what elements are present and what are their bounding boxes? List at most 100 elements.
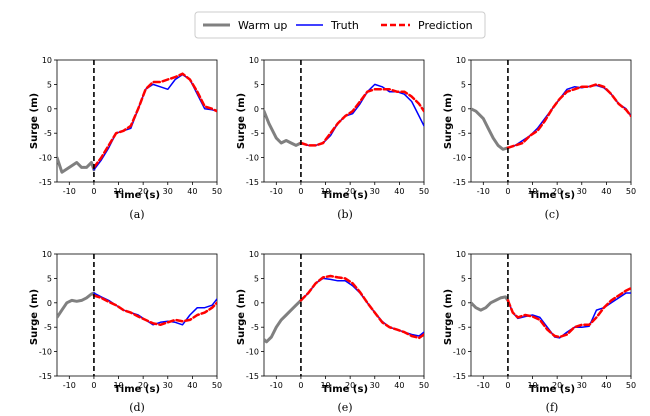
panel-e-warmup-line bbox=[264, 298, 303, 344]
panel-c-warmup-line bbox=[471, 107, 510, 151]
panel-c-prediction-line bbox=[506, 83, 631, 150]
panel-a-prediction-line bbox=[92, 72, 217, 169]
panel-d-prediction-line bbox=[92, 294, 217, 327]
panel-a-xtick-label: -10 bbox=[63, 187, 76, 196]
panel-b-ytick-label: -15 bbox=[246, 178, 259, 187]
panel-d-xtick-label: 50 bbox=[212, 381, 222, 390]
panel-e-ytick-label: -15 bbox=[246, 372, 259, 381]
panel-f-xtick-label: -10 bbox=[477, 381, 490, 390]
panel-d-xtick-label: 10 bbox=[113, 381, 123, 390]
panel-a: (a) Time (s) Surge (m) -10 0 10 20 30 40 50-15… bbox=[29, 56, 222, 221]
panel-e-xtick-label: 10 bbox=[320, 381, 330, 390]
panel-a-plot-frame bbox=[56, 59, 218, 183]
panel-e-xlabel: Time (s) bbox=[322, 384, 368, 395]
panel-f-xlabel: Time (s) bbox=[529, 384, 575, 395]
panel-c-xtick-label: 0 bbox=[505, 187, 510, 196]
panel-d-ytick-label: 0 bbox=[47, 299, 52, 308]
panel-f-warmup-line bbox=[471, 295, 510, 312]
panel-c-ytick-label: -10 bbox=[453, 154, 466, 163]
panel-b-xlabel: Time (s) bbox=[322, 190, 368, 201]
panel-c-ytick-label: -15 bbox=[453, 178, 466, 187]
panel-b-xtick-label: 20 bbox=[345, 187, 355, 196]
panel-b-xtick-label: 0 bbox=[298, 187, 303, 196]
panel-f-ytick-label: -15 bbox=[453, 372, 466, 381]
panel-d: (d) Time (s) Surge (m) -10 0 10 20 30 40 50-15… bbox=[29, 250, 222, 414]
panel-b-ytick-label: 0 bbox=[254, 105, 259, 114]
panel-a-xlabel: Time (s) bbox=[114, 190, 160, 201]
panel-b-xtick-label: 50 bbox=[419, 187, 429, 196]
panel-a-warmup-line bbox=[57, 156, 96, 174]
panel-b-ytick-label: 10 bbox=[249, 56, 259, 65]
panel-e-plot-frame bbox=[263, 253, 425, 377]
panel-d-ytick-label: 5 bbox=[47, 274, 52, 283]
panel-a-xtick-label: 10 bbox=[113, 187, 123, 196]
panel-e-xtick-label: 40 bbox=[394, 381, 404, 390]
panel-f-ytick-label: 5 bbox=[461, 274, 466, 283]
panel-d-xtick-label: -10 bbox=[63, 381, 76, 390]
panel-b-xtick-label: 40 bbox=[394, 187, 404, 196]
panel-e-ytick-label: -10 bbox=[246, 348, 259, 357]
panel-d-xtick-label: 30 bbox=[163, 381, 173, 390]
panel-f-xtick-label: 30 bbox=[577, 381, 587, 390]
panel-a-ytick-label: -10 bbox=[39, 154, 52, 163]
panel-b-xtick-label: 30 bbox=[370, 187, 380, 196]
panel-c-ytick-label: 10 bbox=[456, 56, 466, 65]
panel-d-truth-line bbox=[93, 292, 217, 326]
panel-f-ytick-label: -5 bbox=[458, 323, 466, 332]
panel-e-xtick-label: 0 bbox=[298, 381, 303, 390]
panel-b-prediction-line bbox=[299, 88, 424, 147]
legend: Warm up Truth Prediction bbox=[194, 11, 486, 39]
panel-e-ytick-label: 5 bbox=[254, 274, 259, 283]
panel-f: (f) Time (s) Surge (m) -10 0 10 20 30 40 50-15… bbox=[443, 250, 636, 414]
panel-a-xtick-label: 50 bbox=[212, 187, 222, 196]
panel-f-xtick-label: 50 bbox=[626, 381, 636, 390]
panel-b-xtick-label: -10 bbox=[270, 187, 283, 196]
panel-d-ytick-label: -15 bbox=[39, 372, 52, 381]
panel-b-ytick-label: -10 bbox=[246, 154, 259, 163]
panel-a-xtick-label: 40 bbox=[187, 187, 197, 196]
panel-c-ylabel: Surge (m) bbox=[443, 93, 454, 149]
panel-b-warmup-line bbox=[264, 109, 303, 147]
panel-f-plot-frame bbox=[470, 253, 632, 377]
panel-a-ytick-label: 10 bbox=[42, 56, 52, 65]
panel-c-plot-frame bbox=[470, 59, 632, 183]
panel-f-truth-line bbox=[507, 292, 631, 339]
panel-a-xtick-label: 20 bbox=[138, 187, 148, 196]
panel-c-ytick-label: 0 bbox=[461, 105, 466, 114]
panel-c-ytick-label: 5 bbox=[461, 80, 466, 89]
panel-b: (b) Time (s) Surge (m) -10 0 10 20 30 40 50-15… bbox=[236, 56, 429, 221]
panel-b-plot-frame bbox=[263, 59, 425, 183]
panel-e-prediction-line bbox=[299, 274, 424, 340]
panel-d-xlabel: Time (s) bbox=[114, 384, 160, 395]
panel-d-ylabel: Surge (m) bbox=[29, 289, 40, 345]
panel-b-ylabel: Surge (m) bbox=[236, 93, 247, 149]
legend-prediction-label: Prediction bbox=[418, 19, 473, 32]
panel-e-caption: (e) bbox=[337, 401, 352, 414]
panel-a-xtick-label: 30 bbox=[163, 187, 173, 196]
panel-c-ytick-label: -5 bbox=[458, 129, 466, 138]
panel-f-xtick-label: 20 bbox=[552, 381, 562, 390]
panel-d-xtick-label: 0 bbox=[91, 381, 96, 390]
panel-a-ytick-label: -15 bbox=[39, 178, 52, 187]
panel-c-xtick-label: 30 bbox=[577, 187, 587, 196]
panel-c-xlabel: Time (s) bbox=[529, 190, 575, 201]
panel-e-xtick-label: 50 bbox=[419, 381, 429, 390]
panel-f-prediction-line bbox=[506, 286, 631, 339]
panel-a-ytick-label: -5 bbox=[44, 129, 52, 138]
panel-f-xtick-label: 40 bbox=[601, 381, 611, 390]
panel-e: (e) Time (s) Surge (m) -10 0 10 20 30 40 50-15… bbox=[236, 250, 429, 414]
panel-e-xtick-label: 30 bbox=[370, 381, 380, 390]
panel-d-ytick-label: -10 bbox=[39, 348, 52, 357]
panel-a-ytick-label: 5 bbox=[47, 80, 52, 89]
panel-e-xtick-label: -10 bbox=[270, 381, 283, 390]
panel-d-xtick-label: 20 bbox=[138, 381, 148, 390]
panel-f-caption: (f) bbox=[546, 401, 559, 414]
panel-f-ytick-label: 0 bbox=[461, 299, 466, 308]
panel-d-ytick-label: -5 bbox=[44, 323, 52, 332]
panel-a-truth-line bbox=[93, 73, 217, 171]
panel-b-ytick-label: 5 bbox=[254, 80, 259, 89]
panel-c-caption: (c) bbox=[545, 208, 560, 221]
legend-frame bbox=[194, 11, 486, 39]
panel-e-ytick-label: 10 bbox=[249, 250, 259, 259]
panel-e-ylabel: Surge (m) bbox=[236, 289, 247, 345]
